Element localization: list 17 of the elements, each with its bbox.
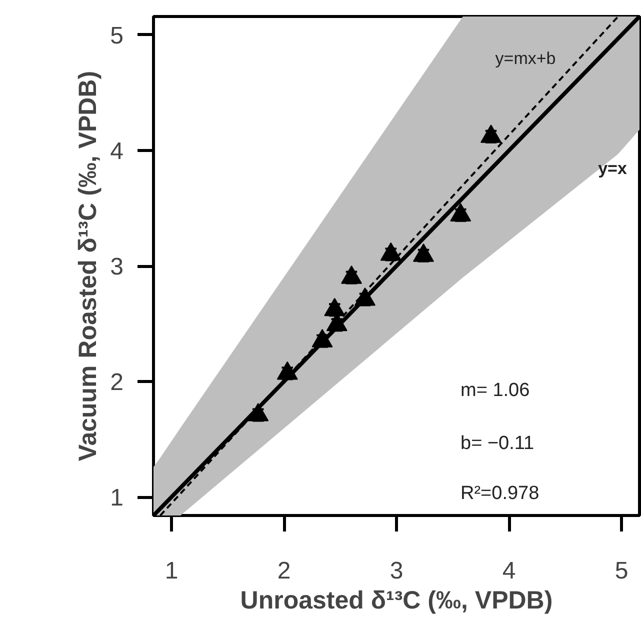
x-tick-label: 3 <box>390 558 404 584</box>
y-tick-label: 2 <box>110 369 124 396</box>
annotation: y=mx+b <box>495 49 556 68</box>
y-tick-label: 3 <box>110 254 124 280</box>
x-axis-title: Unroasted δ¹³C (‰, VPDB) <box>240 586 553 614</box>
x-tick-label: 2 <box>277 558 291 584</box>
y-tick-label: 4 <box>110 138 124 165</box>
y-tick-label: 1 <box>110 484 124 512</box>
y-axis-title: Vacuum Roasted δ¹³C (‰, VPDB) <box>74 70 102 462</box>
x-tick-label: 1 <box>164 558 178 584</box>
annotation: R²=0.978 <box>460 483 540 504</box>
x-tick-label: 5 <box>614 558 628 584</box>
annotation: b= −0.11 <box>460 433 534 454</box>
y-tick-label: 5 <box>110 22 124 50</box>
annotation: y=x <box>598 159 628 178</box>
annotation: m= 1.06 <box>460 380 530 401</box>
x-tick-label: 4 <box>502 558 516 584</box>
